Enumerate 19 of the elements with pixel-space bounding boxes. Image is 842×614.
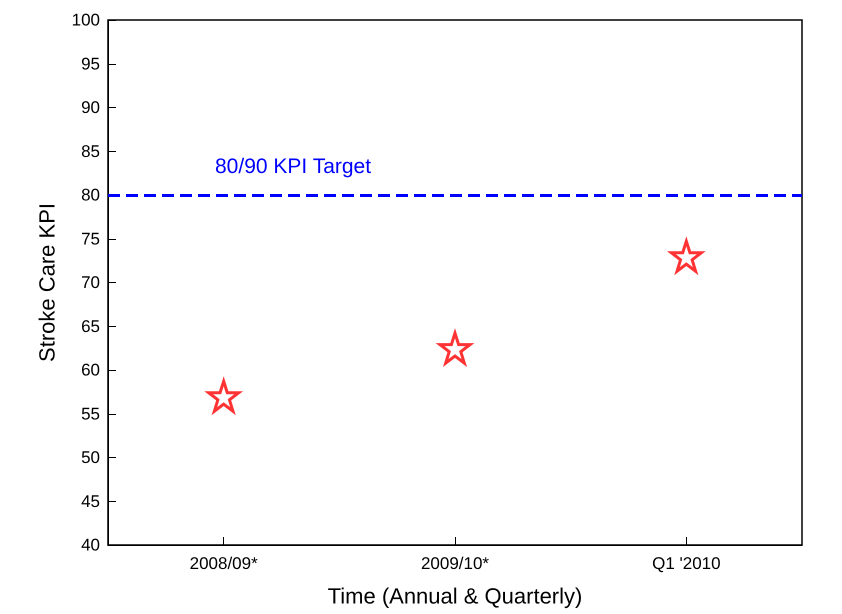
ref-line-label: 80/90 KPI Target <box>215 155 372 178</box>
y-tick-label: 100 <box>72 10 100 30</box>
y-tick-label: 85 <box>81 142 100 161</box>
y-tick-label: 65 <box>81 316 100 336</box>
y-tick-label: 40 <box>81 536 100 554</box>
x-tick-label: 2009/10* <box>420 554 490 573</box>
y-tick-label: 80 <box>81 186 100 204</box>
y-axis-title: Stroke Care KPI <box>34 203 60 362</box>
y-tick-label: 90 <box>81 98 100 117</box>
x-tick-label: Q1 '2010 <box>652 554 721 573</box>
y-tick-label: 70 <box>81 273 100 292</box>
y-tick-label: 95 <box>81 54 100 74</box>
y-tick-label: 75 <box>81 229 100 248</box>
x-axis-title: Time (Annual & Quarterly) <box>328 584 582 608</box>
y-tick-label: 55 <box>81 404 100 424</box>
y-tick-label: 45 <box>81 492 100 511</box>
y-tick-label: 50 <box>81 448 100 467</box>
y-tick-label: 60 <box>81 360 100 380</box>
x-tick-label: 2008/09* <box>190 554 258 573</box>
